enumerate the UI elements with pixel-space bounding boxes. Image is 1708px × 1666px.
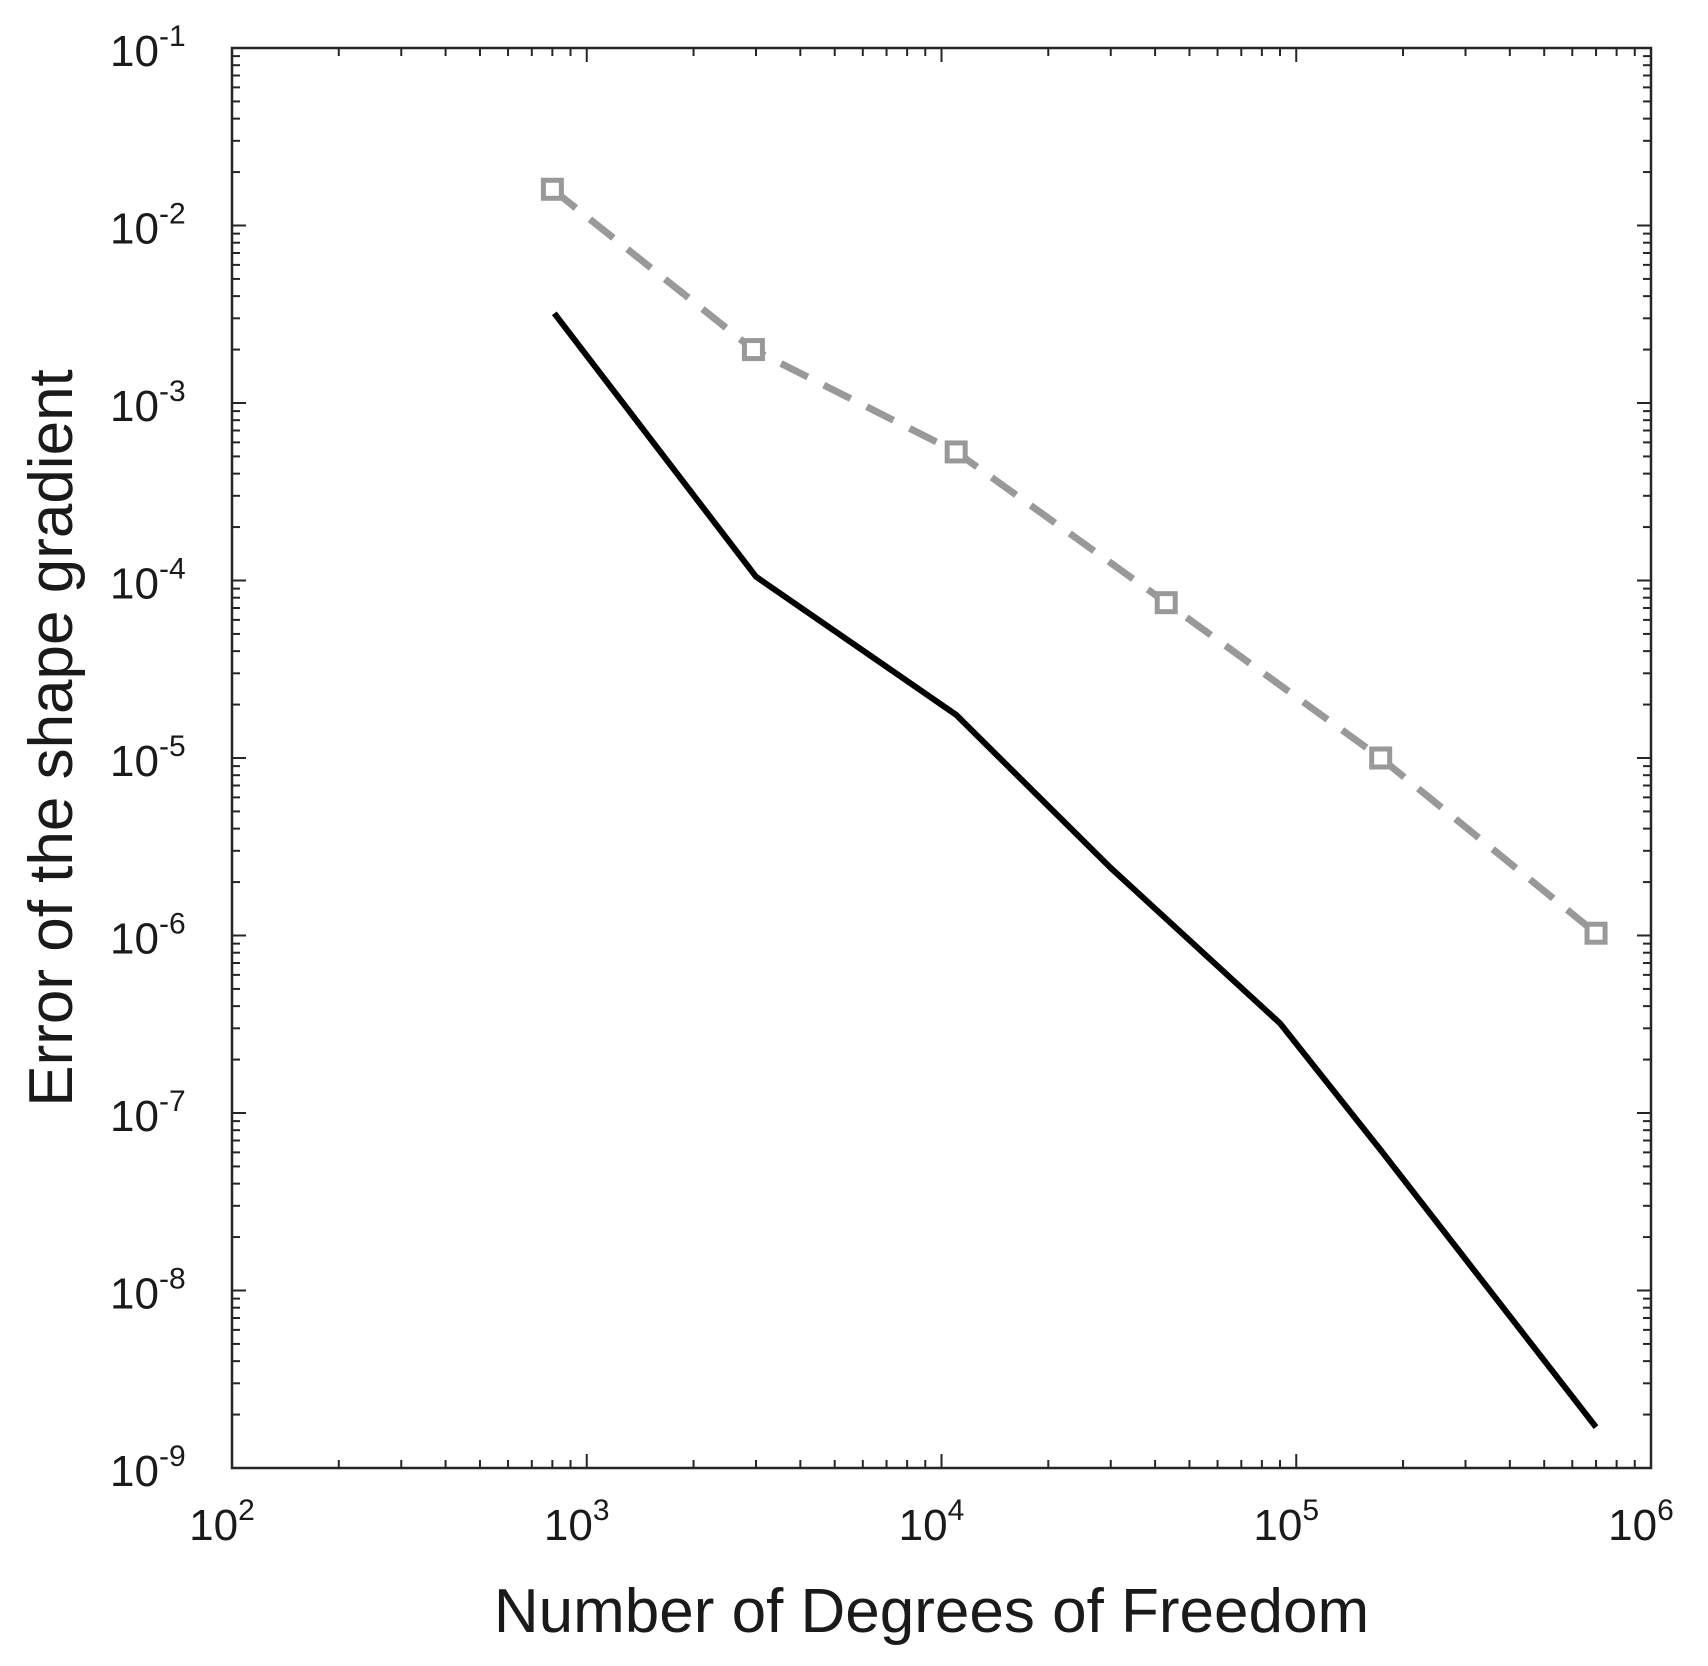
axis-ticks (232, 48, 1651, 1468)
series-layer (540, 177, 1608, 1429)
x-tick-label: 103 (544, 1494, 610, 1550)
series-line-2 (550, 186, 1599, 936)
data-point-marker (1154, 591, 1178, 615)
data-point-marker (741, 338, 765, 362)
y-tick-label: 10-7 (110, 1085, 186, 1141)
series-line-1 (551, 311, 1599, 1429)
x-tick-label: 106 (1608, 1494, 1674, 1550)
y-tick-label: 10-2 (110, 198, 186, 254)
y-tick-label: 10-8 (110, 1263, 186, 1319)
data-point-marker (944, 440, 968, 464)
data-point-marker (1584, 921, 1608, 945)
data-point-marker (540, 177, 564, 201)
data-point-marker (1369, 746, 1393, 770)
y-tick-label: 10-5 (110, 730, 186, 786)
x-tick-label: 102 (189, 1494, 255, 1550)
y-tick-label: 10-3 (110, 375, 186, 431)
x-tick-label: 104 (899, 1494, 965, 1550)
y-axis-label: Error of the shape gradient (17, 369, 86, 1107)
axes-frame (230, 46, 1653, 1470)
tick-labels: 102 103 104 105 106 10-1 10-2 10-3 10-4 10-5 10-6 1… (110, 20, 1674, 1550)
y-tick-label: 10-4 (110, 553, 186, 609)
y-tick-label: 10-6 (110, 908, 186, 964)
y-tick-label: 10-9 (110, 1440, 186, 1496)
x-tick-label: 105 (1253, 1494, 1319, 1550)
x-axis-label: Number of Degrees of Freedom (494, 1577, 1369, 1646)
y-tick-label: 10-1 (110, 20, 186, 76)
